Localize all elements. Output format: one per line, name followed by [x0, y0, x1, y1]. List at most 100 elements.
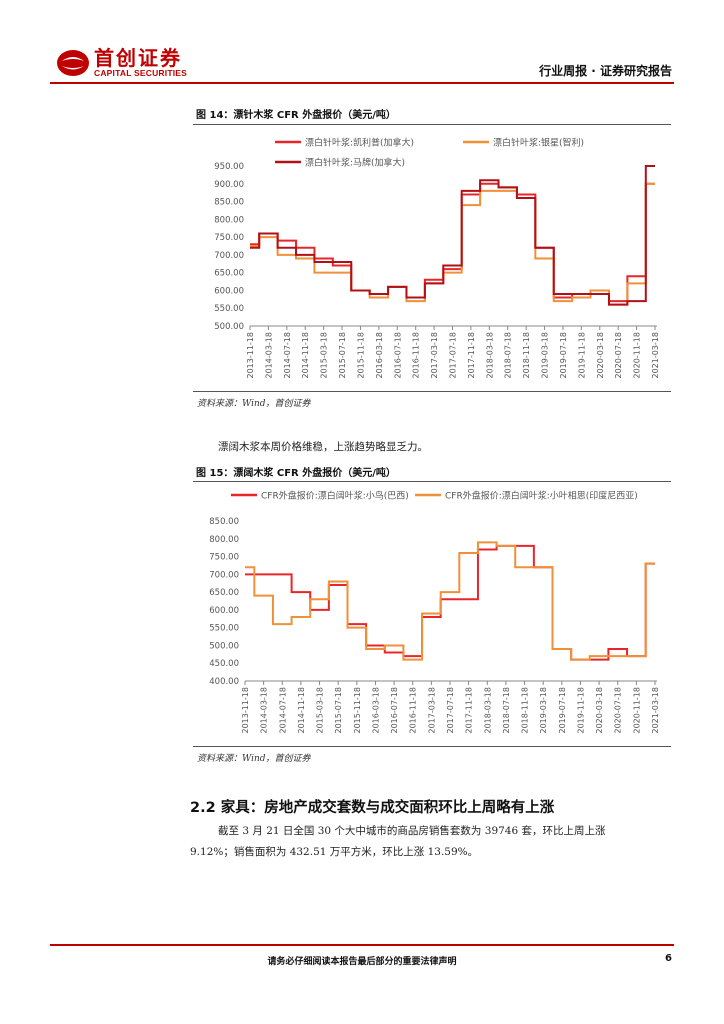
- figure-14-top-rule: [193, 124, 671, 125]
- x-tick-label: 2017-03-18: [427, 687, 436, 734]
- y-tick-label: 950.00: [214, 162, 244, 172]
- x-tick-label: 2018-03-18: [483, 687, 492, 734]
- x-tick-label: 2019-03-18: [541, 332, 550, 379]
- legend-item: 漂白针叶浆:凯利普(加拿大): [275, 137, 414, 149]
- x-tick-label: 2019-11-18: [577, 332, 586, 379]
- y-tick-label: 450.00: [209, 659, 239, 669]
- capital-securities-logo-icon: [57, 50, 89, 76]
- y-tick-label: 850.00: [214, 198, 244, 208]
- series-line: [245, 541, 655, 661]
- y-tick-label: 650.00: [214, 269, 244, 279]
- x-tick-label: 2015-03-18: [316, 687, 325, 734]
- series-line: [250, 165, 655, 306]
- section-body-line-1: 截至 3 月 21 日全国 30 个大中城市的商品房销售套数为 39746 套，…: [218, 825, 606, 837]
- y-tick-label: 700.00: [214, 251, 244, 261]
- y-tick-label: 550.00: [214, 304, 244, 314]
- y-tick-label: 800.00: [209, 535, 239, 545]
- figure-15-bottom-rule: [193, 746, 671, 747]
- x-tick-label: 2019-07-18: [559, 332, 568, 379]
- y-tick-label: 500.00: [209, 641, 239, 651]
- svg-text:CFR外盘报价:漂白阔叶浆:小叶相思(印度尼西亚): CFR外盘报价:漂白阔叶浆:小叶相思(印度尼西亚): [445, 490, 638, 502]
- x-tick-label: 2019-03-18: [539, 687, 548, 734]
- figure-15-top-rule: [193, 481, 671, 482]
- x-tick-label: 2015-11-18: [356, 332, 365, 379]
- header-divider: [50, 82, 674, 84]
- x-tick-label: 2015-03-18: [320, 332, 329, 379]
- y-tick-label: 750.00: [209, 553, 239, 563]
- legend-item: CFR外盘报价:漂白阔叶浆:小叶相思(印度尼西亚): [415, 490, 638, 502]
- x-tick-label: 2020-03-18: [595, 687, 604, 734]
- x-tick-label: 2019-07-18: [558, 687, 567, 734]
- y-tick-label: 700.00: [209, 570, 239, 580]
- footer-divider: [50, 944, 674, 946]
- x-tick-label: 2013-11-18: [241, 687, 250, 734]
- x-tick-label: 2014-11-18: [301, 332, 310, 379]
- legend-item: CFR外盘报价:漂白阔叶浆:小鸟(巴西): [231, 490, 409, 502]
- x-tick-label: 2016-11-18: [409, 687, 418, 734]
- x-tick-label: 2018-07-18: [504, 332, 513, 379]
- svg-text:漂白针叶浆:银星(智利): 漂白针叶浆:银星(智利): [493, 137, 584, 149]
- y-tick-label: 800.00: [214, 215, 244, 225]
- x-tick-label: 2016-11-18: [412, 332, 421, 379]
- x-tick-label: 2020-07-18: [614, 332, 623, 379]
- x-tick-label: 2018-11-18: [521, 687, 530, 734]
- svg-text:漂白针叶浆:凯利普(加拿大): 漂白针叶浆:凯利普(加拿大): [305, 137, 414, 149]
- x-tick-label: 2017-07-18: [446, 687, 455, 734]
- x-tick-label: 2014-07-18: [278, 687, 287, 734]
- legend-item: 漂白针叶浆:马牌(加拿大): [275, 157, 405, 169]
- company-logo: 首创证券 CAPITAL SECURITIES: [56, 48, 187, 78]
- y-tick-label: 600.00: [209, 606, 239, 616]
- page-number: 6: [665, 953, 672, 964]
- y-tick-label: 850.00: [209, 517, 239, 527]
- x-tick-label: 2020-11-18: [632, 687, 641, 734]
- x-tick-label: 2017-11-18: [467, 332, 476, 379]
- x-tick-label: 2021-03-18: [651, 332, 660, 379]
- x-tick-label: 2014-07-18: [283, 332, 292, 379]
- series-line: [250, 182, 655, 303]
- x-tick-label: 2015-07-18: [338, 332, 347, 379]
- x-tick-label: 2018-07-18: [502, 687, 511, 734]
- series-line: [250, 182, 655, 306]
- legal-disclaimer-note: 请务必仔细阅读本报告最后部分的重要法律声明: [267, 957, 457, 967]
- x-tick-label: 2021-03-18: [651, 687, 660, 734]
- y-tick-label: 600.00: [214, 286, 244, 296]
- figure-15-title: 图 15：漂阔木浆 CFR 外盘报价（美元/吨）: [196, 468, 396, 479]
- svg-text:漂白针叶浆:马牌(加拿大): 漂白针叶浆:马牌(加拿大): [305, 157, 405, 169]
- y-tick-label: 550.00: [209, 624, 239, 634]
- x-tick-label: 2017-03-18: [430, 332, 439, 379]
- x-tick-label: 2020-03-18: [596, 332, 605, 379]
- section-body-line-2: 9.12%；销售面积为 432.51 万平方米，环比上涨 13.59%。: [190, 846, 479, 858]
- x-tick-label: 2016-07-18: [393, 332, 402, 379]
- y-tick-label: 750.00: [214, 233, 244, 243]
- legend-item: 漂白针叶浆:银星(智利): [463, 137, 584, 149]
- x-tick-label: 2018-03-18: [485, 332, 494, 379]
- x-tick-label: 2016-03-18: [371, 687, 380, 734]
- logo-english-name: CAPITAL SECURITIES: [94, 68, 188, 78]
- x-tick-label: 2020-07-18: [614, 687, 623, 734]
- svg-text:CFR外盘报价:漂白阔叶浆:小鸟(巴西): CFR外盘报价:漂白阔叶浆:小鸟(巴西): [261, 490, 409, 502]
- figure-14-bottom-rule: [193, 391, 671, 392]
- report-type-label: 行业周报 · 证券研究报告: [539, 64, 672, 78]
- x-tick-label: 2019-11-18: [576, 687, 585, 734]
- hardwood-pulp-price-chart: CFR外盘报价:漂白阔叶浆:小鸟(巴西) CFR外盘报价:漂白阔叶浆:小叶相思(印…: [209, 490, 660, 734]
- x-tick-label: 2014-11-18: [297, 687, 306, 734]
- x-tick-label: 2015-11-18: [353, 687, 362, 734]
- y-tick-label: 900.00: [214, 180, 244, 190]
- x-tick-label: 2014-03-18: [264, 332, 273, 379]
- figure-15-source: 资料来源：Wind，首创证券: [197, 754, 311, 764]
- y-tick-label: 400.00: [209, 677, 239, 687]
- figure-14-source: 资料来源：Wind，首创证券: [197, 399, 311, 409]
- logo-chinese-name: 首创证券: [94, 46, 182, 70]
- x-tick-label: 2018-11-18: [522, 332, 531, 379]
- x-tick-label: 2016-03-18: [375, 332, 384, 379]
- section-2-2-title: 2.2 家具：房地产成交套数与成交面积环比上周略有上涨: [190, 800, 555, 816]
- x-tick-label: 2017-11-18: [465, 687, 474, 734]
- x-tick-label: 2017-07-18: [449, 332, 458, 379]
- figure-14-title: 图 14：漂针木浆 CFR 外盘报价（美元/吨）: [196, 110, 396, 121]
- x-tick-label: 2014-03-18: [260, 687, 269, 734]
- y-tick-label: 650.00: [209, 588, 239, 598]
- series-line: [245, 544, 655, 661]
- x-tick-label: 2013-11-18: [246, 332, 255, 379]
- softwood-pulp-price-chart: 漂白针叶浆:凯利普(加拿大) 漂白针叶浆:银星(智利) 漂白针叶浆:马牌(加拿大) 5…: [214, 137, 660, 379]
- hardwood-pulp-comment: 漂阔木浆本周价格维稳，上涨趋势略显乏力。: [218, 441, 428, 453]
